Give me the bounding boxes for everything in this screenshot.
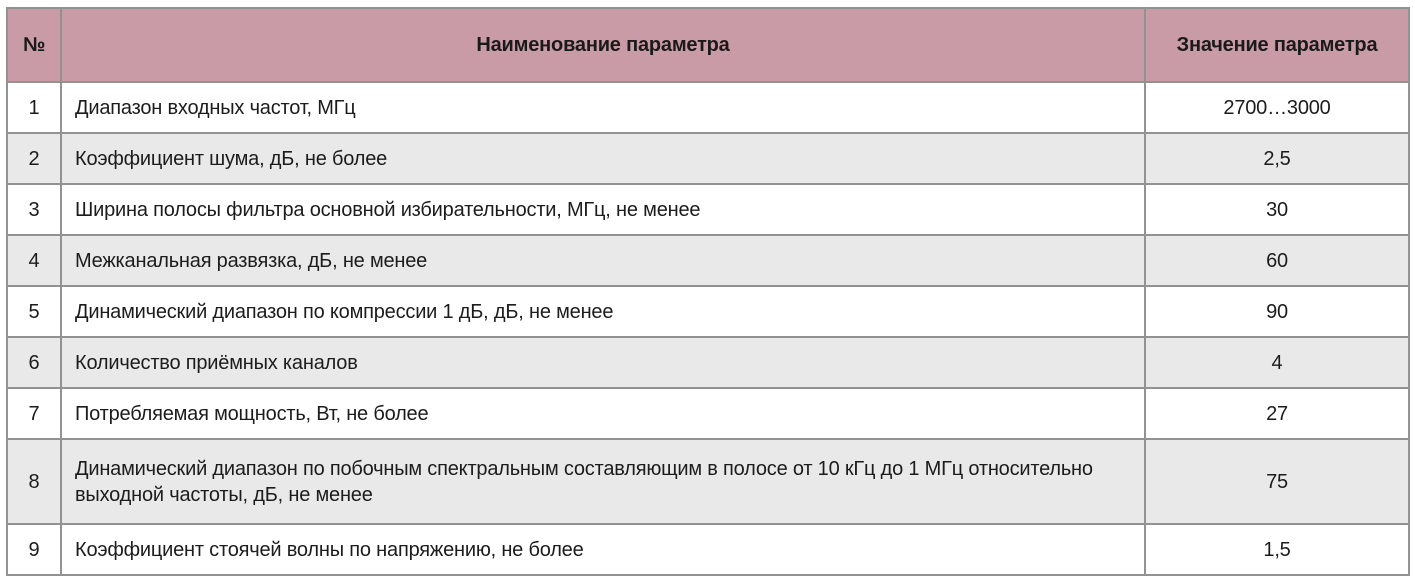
row-number-cell: 2 <box>6 132 62 185</box>
header-cell-number: № <box>6 7 62 83</box>
parameters-table: № Наименование параметра Значение параме… <box>6 7 1410 576</box>
row-number-cell: 3 <box>6 183 62 236</box>
table-row: 3 Ширина полосы фильтра основной избирате… <box>6 183 1410 236</box>
table-row: 1 Диапазон входных частот, МГц 2700…3000 <box>6 81 1410 134</box>
table-row: 2 Коэффициент шума, дБ, не более 2,5 <box>6 132 1410 185</box>
parameter-value-cell: 75 <box>1144 438 1410 525</box>
row-number-cell: 6 <box>6 336 62 389</box>
parameter-name-cell: Диапазон входных частот, МГц <box>60 81 1146 134</box>
parameter-value-cell: 27 <box>1144 387 1410 440</box>
parameter-name-cell: Межканальная развязка, дБ, не менее <box>60 234 1146 287</box>
parameter-name-cell: Количество приёмных каналов <box>60 336 1146 389</box>
parameter-value-cell: 30 <box>1144 183 1410 236</box>
table-row: 8 Динамический диапазон по побочным спект… <box>6 438 1410 525</box>
parameter-value-cell: 4 <box>1144 336 1410 389</box>
header-cell-parameter-name: Наименование параметра <box>60 7 1146 83</box>
table-row: 9 Коэффициент стоячей волны по напряжению… <box>6 523 1410 576</box>
parameter-value-cell: 60 <box>1144 234 1410 287</box>
table-header: № Наименование параметра Значение параме… <box>6 7 1410 83</box>
row-number-cell: 7 <box>6 387 62 440</box>
row-number-cell: 9 <box>6 523 62 576</box>
parameter-name-cell: Ширина полосы фильтра основной избирател… <box>60 183 1146 236</box>
row-number-cell: 5 <box>6 285 62 338</box>
table-row: 4 Межканальная развязка, дБ, не менее 60 <box>6 234 1410 287</box>
row-number-cell: 8 <box>6 438 62 525</box>
parameter-name-cell: Коэффициент шума, дБ, не более <box>60 132 1146 185</box>
parameter-name-cell: Динамический диапазон по компрессии 1 дБ… <box>60 285 1146 338</box>
parameter-name-cell: Потребляемая мощность, Вт, не более <box>60 387 1146 440</box>
parameter-name-cell: Коэффициент стоячей волны по напряжению,… <box>60 523 1146 576</box>
parameter-value-cell: 90 <box>1144 285 1410 338</box>
header-cell-parameter-value: Значение параметра <box>1144 7 1410 83</box>
row-number-cell: 1 <box>6 81 62 134</box>
table-row: 7 Потребляемая мощность, Вт, не более 27 <box>6 387 1410 440</box>
parameter-name-cell: Динамический диапазон по побочным спектр… <box>60 438 1146 525</box>
parameter-value-cell: 2700…3000 <box>1144 81 1410 134</box>
row-number-cell: 4 <box>6 234 62 287</box>
header-row: № Наименование параметра Значение параме… <box>6 7 1410 83</box>
parameter-value-cell: 2,5 <box>1144 132 1410 185</box>
table-row: 5 Динамический диапазон по компрессии 1 д… <box>6 285 1410 338</box>
parameter-value-cell: 1,5 <box>1144 523 1410 576</box>
table-row: 6 Количество приёмных каналов 4 <box>6 336 1410 389</box>
table-body: 1 Диапазон входных частот, МГц 2700…3000 2 К… <box>6 81 1410 576</box>
